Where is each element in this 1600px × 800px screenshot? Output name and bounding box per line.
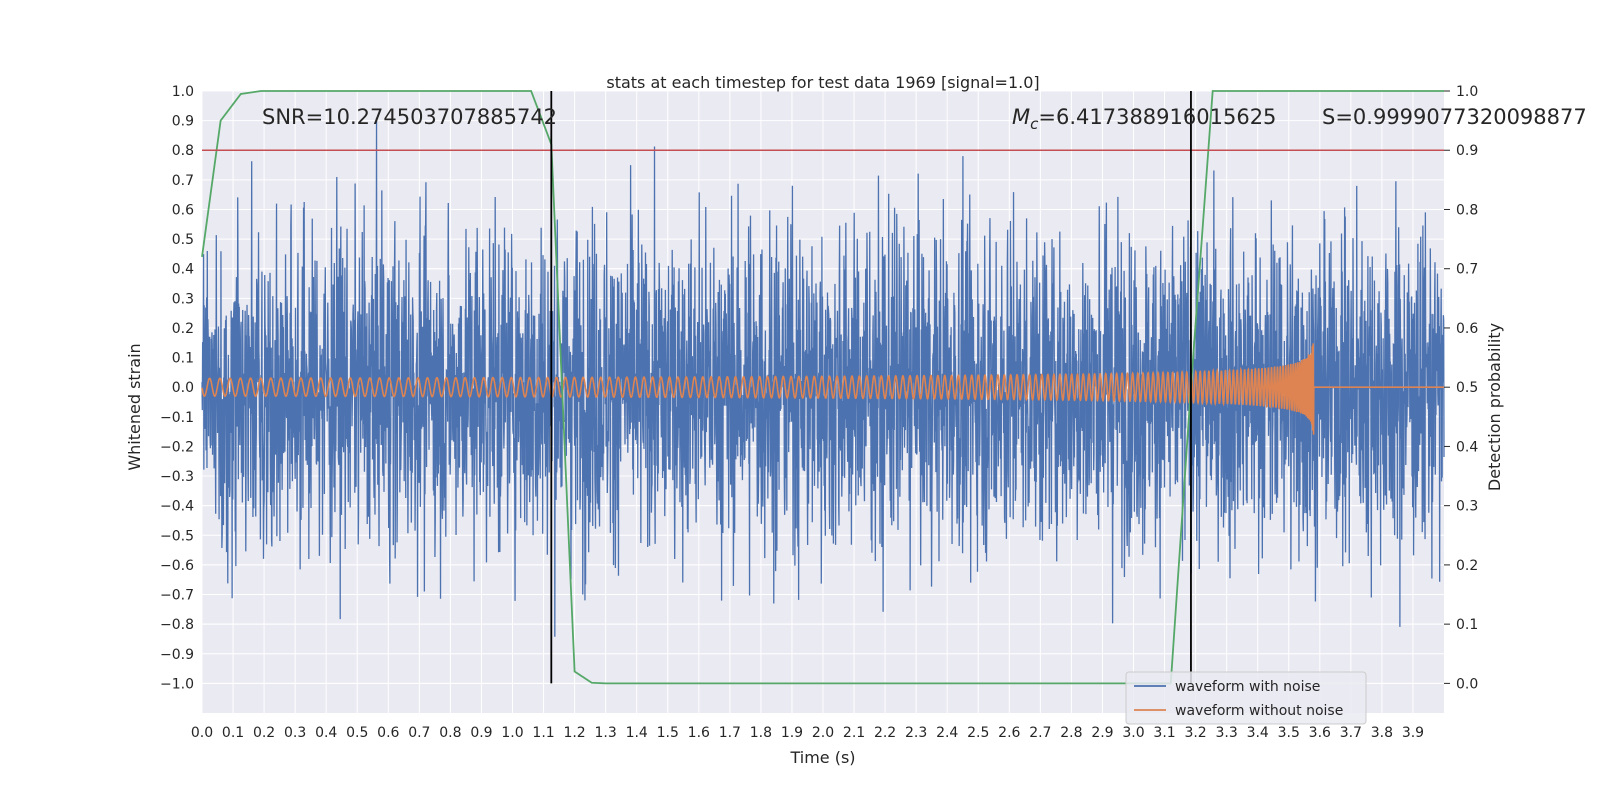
x-tick-label: 0.4: [315, 725, 337, 741]
x-tick-label: 3.5: [1278, 725, 1300, 741]
y-tick-label: 0.3: [172, 291, 194, 307]
x-tick-label: 2.0: [812, 725, 834, 741]
y-tick-label: −1.0: [160, 676, 194, 692]
x-tick-label: 3.3: [1216, 725, 1238, 741]
x-tick-label: 2.8: [1060, 725, 1082, 741]
x-tick-label: 2.2: [874, 725, 896, 741]
mc-value: =6.417388916015625: [1038, 105, 1276, 129]
x-tick-label: 1.9: [781, 725, 803, 741]
y-tick-label: −0.7: [160, 588, 194, 604]
x-tick-label: 0.9: [470, 725, 492, 741]
y-tick-labels: 1.0 0.9 0.8 0.7 0.6 0.5 0.4 0.3 0.2 0.1 0.0 −0.1 −0.…: [160, 84, 194, 692]
x-tick-label: 1.4: [626, 725, 648, 741]
x-tick-label: 3.6: [1309, 725, 1331, 741]
y2-axis-label: Detection probability: [1485, 323, 1504, 491]
legend-label-clean: waveform without noise: [1175, 703, 1343, 719]
y-tick-label: 0.6: [172, 202, 194, 218]
series-waveform-without-noise: [201, 343, 1444, 435]
y-tick-label: −0.1: [160, 410, 194, 426]
y2-tick-label: 0.1: [1456, 617, 1478, 633]
y2-tick-label: 0.0: [1456, 676, 1478, 692]
y-tick-label: 0.7: [172, 173, 194, 189]
y2-tick-label: 0.7: [1456, 262, 1478, 278]
x-tick-label: 2.6: [998, 725, 1020, 741]
s-annotation: S=0.9999077320098877: [1322, 105, 1587, 129]
x-tick-label: 0.2: [253, 725, 275, 741]
y2-tick-labels: 1.0 0.9 0.8 0.7 0.6 0.5 0.4 0.3 0.2 0.1 0.0: [1444, 84, 1478, 692]
x-tick-label: 3.0: [1122, 725, 1144, 741]
x-tick-label: 3.9: [1402, 725, 1424, 741]
x-tick-label: 2.5: [967, 725, 989, 741]
legend: waveform with noise waveform without noi…: [1125, 671, 1367, 725]
x-tick-label: 1.6: [688, 725, 710, 741]
y2-tick-label: 0.5: [1456, 380, 1478, 396]
mc-symbol: M: [1012, 105, 1030, 129]
y-tick-label: 0.1: [172, 351, 194, 367]
y2-tick-label: 0.2: [1456, 558, 1478, 574]
x-tick-label: 3.4: [1247, 725, 1269, 741]
x-tick-label: 1.5: [657, 725, 679, 741]
y-tick-label: 0.9: [172, 114, 194, 130]
x-axis-label: Time (s): [789, 748, 855, 767]
x-tick-label: 0.7: [408, 725, 430, 741]
x-tick-label: 2.9: [1091, 725, 1113, 741]
mc-subscript: c: [1030, 115, 1039, 133]
x-tick-label: 1.0: [501, 725, 523, 741]
x-tick-label: 1.8: [750, 725, 772, 741]
y2-tick-label: 0.6: [1456, 321, 1478, 337]
x-tick-label: 2.1: [843, 725, 865, 741]
y2-tick-label: 1.0: [1456, 84, 1478, 100]
y-tick-label: 0.5: [172, 232, 194, 248]
y-tick-label: −0.3: [160, 469, 194, 485]
y-tick-label: −0.8: [160, 617, 194, 633]
x-tick-label: 3.8: [1371, 725, 1393, 741]
x-tick-label: 0.1: [222, 725, 244, 741]
legend-box: [1125, 671, 1367, 725]
y-tick-label: −0.5: [160, 528, 194, 544]
y2-tick-label: 0.8: [1456, 202, 1478, 218]
x-tick-label: 3.2: [1184, 725, 1206, 741]
x-tick-label: 1.1: [532, 725, 554, 741]
x-tick-label: 0.0: [191, 725, 213, 741]
x-tick-label: 1.7: [719, 725, 741, 741]
y-tick-label: −0.2: [160, 439, 194, 455]
plot-layer: [201, 90, 1445, 685]
y-tick-label: 0.4: [172, 262, 194, 278]
y2-tick-label: 0.9: [1456, 143, 1478, 159]
y-tick-label: −0.9: [160, 647, 194, 663]
y2-tick-label: 0.4: [1456, 439, 1478, 455]
snr-annotation: SNR=10.274503707885742: [262, 105, 557, 129]
y-tick-label: 0.0: [172, 380, 194, 396]
x-tick-label: 2.7: [1029, 725, 1051, 741]
y-axis-label: Whitened strain: [125, 343, 144, 470]
x-tick-label: 0.8: [439, 725, 461, 741]
chart-title: stats at each timestep for test data 196…: [606, 73, 1039, 92]
y-tick-label: 0.8: [172, 143, 194, 159]
x-tick-label: 0.5: [346, 725, 368, 741]
mc-annotation: Mc=6.417388916015625: [1012, 105, 1276, 133]
y-tick-label: −0.4: [160, 499, 194, 515]
x-tick-label: 0.6: [377, 725, 399, 741]
legend-label-noise: waveform with noise: [1175, 679, 1320, 695]
y-tick-label: 0.2: [172, 321, 194, 337]
y-tick-label: 1.0: [172, 84, 194, 100]
x-tick-label: 1.3: [595, 725, 617, 741]
x-tick-labels: 0.0 0.1 0.2 0.3 0.4 0.5 0.6 0.7 0.8 0.9 1.0 1.1 1.2 1…: [191, 725, 1424, 741]
x-tick-label: 1.2: [563, 725, 585, 741]
series-waveform-with-noise: [201, 117, 1445, 637]
x-tick-label: 3.1: [1153, 725, 1175, 741]
x-tick-label: 2.4: [936, 725, 958, 741]
x-tick-label: 2.3: [905, 725, 927, 741]
y2-tick-label: 0.3: [1456, 499, 1478, 515]
x-tick-label: 3.7: [1340, 725, 1362, 741]
y-tick-label: −0.6: [160, 558, 194, 574]
x-tick-label: 0.3: [284, 725, 306, 741]
